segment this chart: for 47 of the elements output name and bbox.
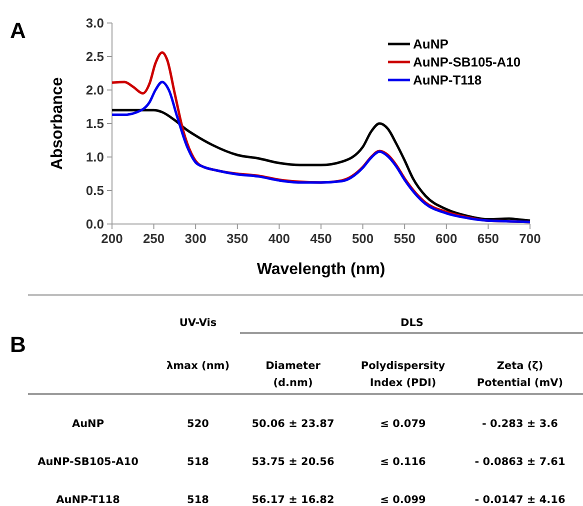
- text: UV-Vis: [179, 317, 217, 329]
- text: AuNP-SB105-A10: [38, 456, 138, 468]
- text: λmax (nm): [166, 360, 230, 372]
- x-tick-label: 250: [142, 231, 165, 246]
- line-series: [110, 108, 532, 222]
- text: AuNP: [72, 418, 104, 430]
- text: 518: [187, 494, 209, 506]
- legend-label: AuNP: [413, 36, 449, 52]
- y-tick-label: 1.5: [86, 116, 104, 132]
- y-axis-title: Absorbance: [49, 77, 66, 170]
- text: Zeta (ζ) Potential (mV): [476, 360, 564, 389]
- text: - 0.0147 ± 4.16: [474, 494, 566, 506]
- x-tick-label: 700: [519, 231, 541, 246]
- x-tick-label: 600: [436, 231, 458, 246]
- y-tick-label: 1.0: [86, 150, 104, 165]
- text: Polydispersity Index (PDI): [360, 360, 446, 389]
- x-tick-label: 650: [477, 231, 500, 246]
- text: 56.17 ± 16.82: [252, 494, 334, 506]
- x-axis-title: Wavelength (nm): [256, 261, 386, 278]
- x-tick-label: 500: [352, 231, 374, 246]
- x-tick-label: 450: [310, 231, 332, 246]
- y-tick-label: 2.5: [86, 49, 104, 64]
- text: DLS: [400, 317, 424, 329]
- text: - 0.0863 ± 7.61: [474, 456, 566, 468]
- text: Diameter (d.nm): [266, 360, 322, 389]
- chart-title: A: [10, 18, 26, 43]
- y-tick-label: 0.0: [86, 216, 104, 232]
- text: 53.75 ± 20.56: [252, 456, 334, 468]
- legend-label: AuNP-SB105-A10: [413, 54, 521, 70]
- text: AuNP-T118: [56, 494, 120, 506]
- text: 50.06 ± 23.87: [252, 418, 334, 430]
- text: - 0.283 ± 3.6: [482, 418, 558, 430]
- text: ≤ 0.116: [380, 456, 426, 468]
- x-tick-label: 400: [268, 231, 290, 246]
- y-tick-label: 3.0: [86, 16, 104, 31]
- y-tick-label: 2.0: [86, 82, 104, 98]
- text: ≤ 0.079: [380, 418, 426, 430]
- text: B: [10, 332, 26, 357]
- text: 518: [187, 456, 209, 468]
- x-tick-label: 350: [226, 231, 248, 246]
- text: ≤ 0.099: [380, 494, 426, 506]
- y-tick-label: 0.5: [86, 183, 104, 198]
- x-tick-label: 200: [101, 231, 123, 246]
- x-tick-label: 550: [394, 231, 416, 246]
- text: 520: [187, 418, 209, 430]
- x-tick-label: 300: [184, 231, 206, 246]
- legend-label: AuNP-T118: [413, 72, 482, 88]
